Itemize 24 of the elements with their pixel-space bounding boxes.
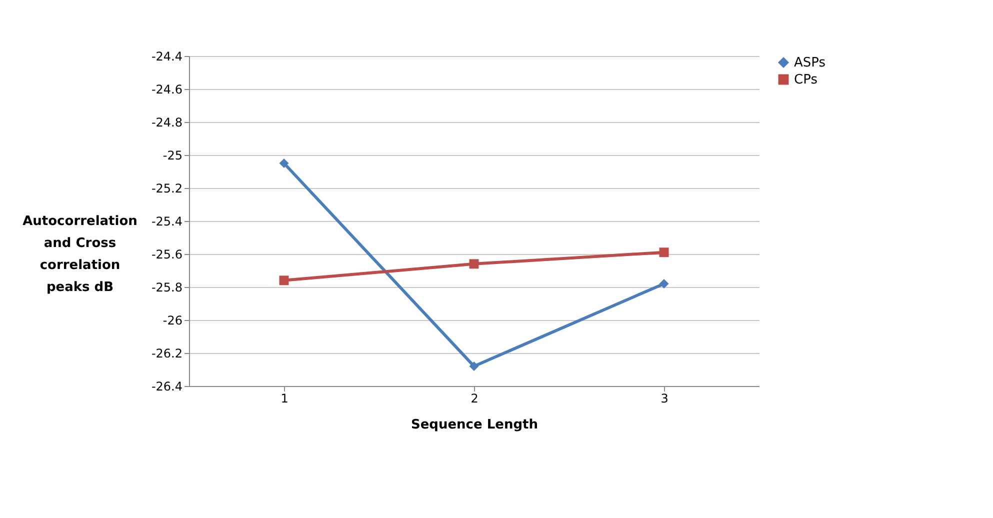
y-tick-label: -25.4 <box>151 214 182 228</box>
x-axis-title: Sequence Length <box>411 418 538 432</box>
y-tick-label: -26.4 <box>151 380 182 394</box>
y-tick-label: -24.4 <box>151 50 182 64</box>
legend-label: CPs <box>794 72 818 88</box>
x-tick-label: 2 <box>470 392 478 406</box>
y-tick-label: -24.8 <box>151 116 182 130</box>
point <box>279 276 289 286</box>
point <box>659 278 669 288</box>
point <box>469 259 479 269</box>
y-tick-label: -26 <box>162 314 182 328</box>
x-tick-label: 3 <box>660 392 668 406</box>
y-tick-label: -26.2 <box>151 346 182 360</box>
y-tick-label: -25.2 <box>151 182 182 196</box>
point <box>279 158 289 168</box>
point <box>469 361 479 371</box>
y-tick-label: -25 <box>162 148 182 162</box>
y-tick-label: -24.6 <box>151 82 182 96</box>
y-axis-title: Autocorrelation and Cross correlation peaks dB <box>22 214 138 295</box>
legend-label: ASPs <box>794 56 826 70</box>
y-tick-label: -25.8 <box>151 280 182 294</box>
y-tick-label: -25.6 <box>151 248 182 262</box>
x-tick-label: 1 <box>280 392 288 406</box>
point <box>659 248 669 258</box>
